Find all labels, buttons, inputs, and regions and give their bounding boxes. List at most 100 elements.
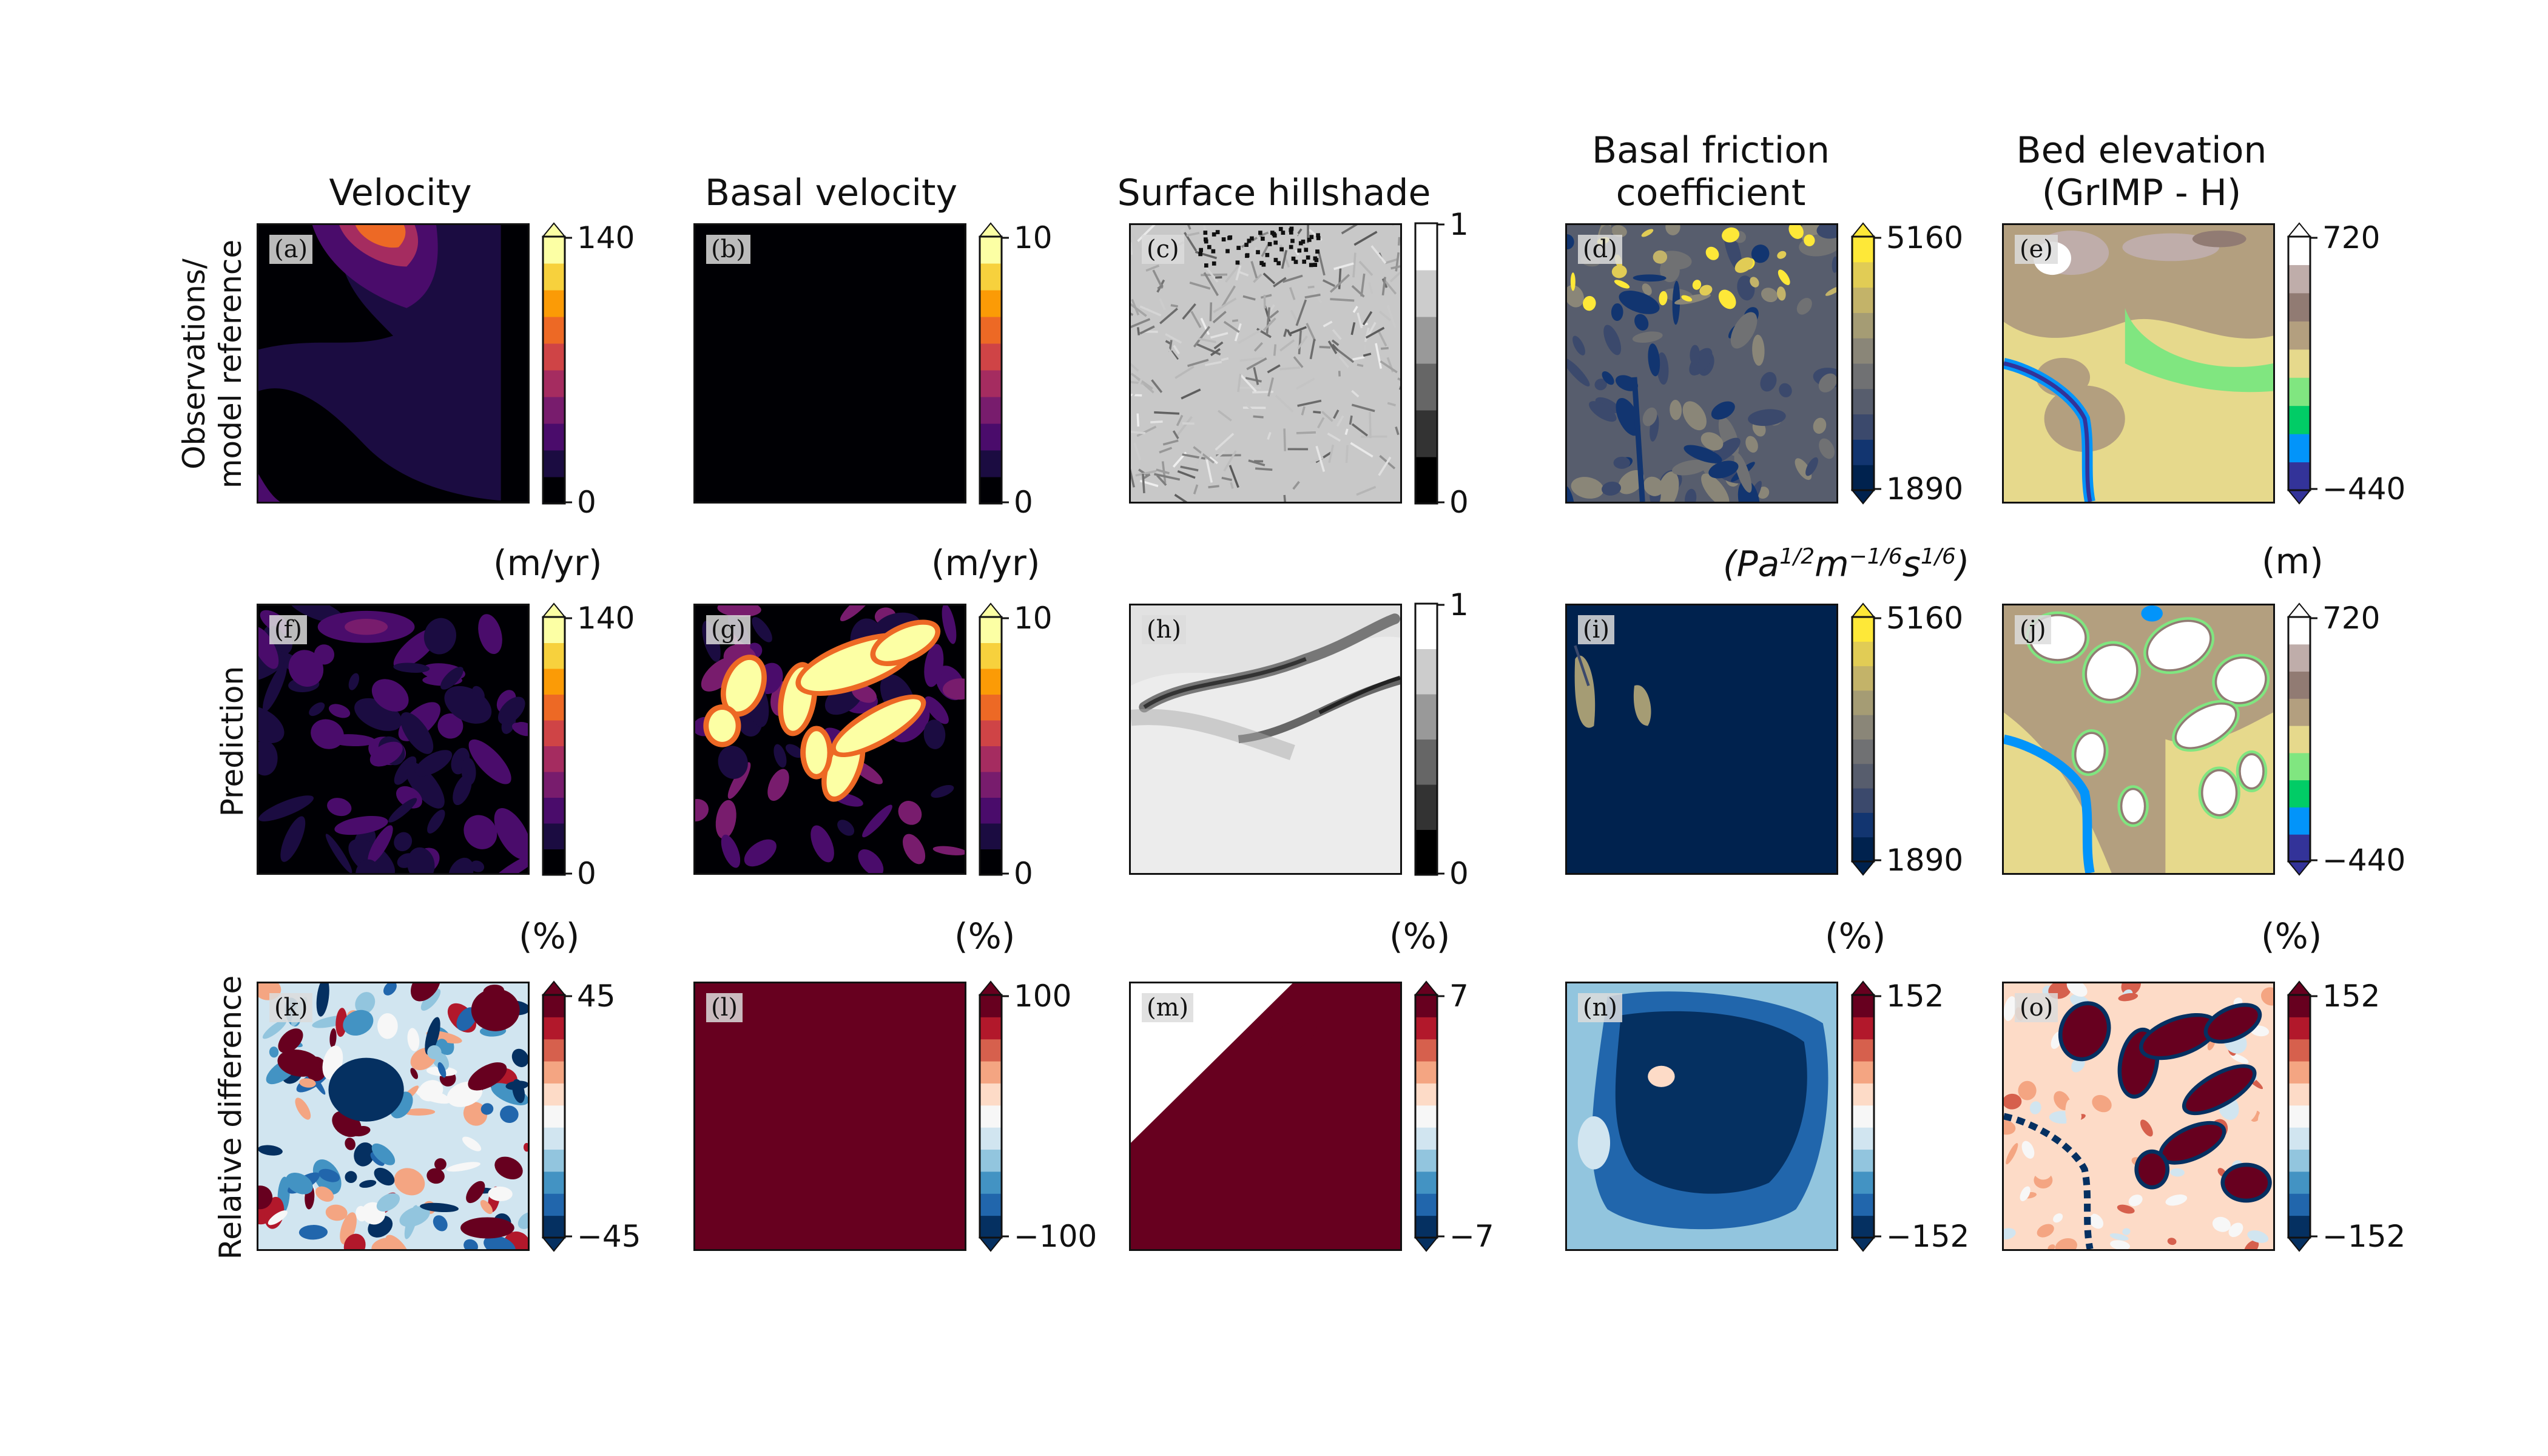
reldiff-bed-speckle	[2037, 1224, 2054, 1238]
panel-heatmap	[258, 605, 528, 873]
pred-basal-patch	[715, 800, 736, 839]
hillshade-stroke	[1328, 444, 1335, 463]
reldiff-velocity-patch	[269, 1046, 279, 1058]
row-label-observations-line1: Observations/	[177, 258, 212, 470]
hillshade-stroke	[1186, 232, 1200, 237]
colorbar: 140 0	[541, 221, 635, 519]
unit-velocity: (m/yr)	[493, 542, 602, 584]
friction-patch	[1571, 477, 1604, 499]
hillshade-stroke	[1286, 329, 1292, 337]
hillshade-crevasse	[1306, 255, 1310, 260]
pred-basal-patch	[840, 605, 873, 621]
hillshade-stroke	[1294, 249, 1299, 256]
hillshade-stroke	[1351, 403, 1375, 413]
panel-label: (g)	[706, 615, 750, 644]
reldiff-bed-channel	[2004, 1113, 2094, 1249]
hillshade-stroke	[1384, 258, 1398, 265]
hillshade-stroke	[1306, 323, 1316, 342]
hillshade-stroke	[1353, 231, 1378, 246]
reldiff-bed-speckle	[2053, 1213, 2063, 1223]
hillshade-crevasse	[1309, 263, 1313, 268]
reldiff-bed-speckle	[2088, 1213, 2104, 1229]
bg	[695, 225, 965, 502]
hillshade-crevasse	[1289, 244, 1293, 249]
hillshade-stroke	[1263, 294, 1266, 309]
reldiff-velocity-patch	[370, 1152, 385, 1166]
colorbar-frame	[2287, 616, 2311, 863]
hillshade-stroke	[1157, 284, 1164, 290]
colorbar-segment	[543, 423, 565, 451]
reldiff-bed-speckle	[2122, 1228, 2131, 1235]
colorbar-segment	[980, 642, 1002, 669]
colorbar-segment	[1852, 287, 1874, 313]
colorbar-frame	[979, 616, 1003, 876]
hillshade-stroke	[1203, 272, 1219, 297]
reldiff-velocity-patch	[420, 988, 441, 1011]
hillshade-stroke	[1218, 410, 1232, 422]
reldiff-velocity-patch	[268, 1210, 288, 1225]
colorbar-min-label: 1890	[1886, 843, 1964, 878]
hillshade-stroke	[1164, 343, 1182, 367]
reldiff-velocity-patch	[488, 1186, 513, 1201]
hillshade-crevasse	[1272, 232, 1276, 237]
reldiff-bed-red	[2208, 1006, 2258, 1040]
colorbar-frame	[1851, 994, 1875, 1239]
reldiff-velocity-patch	[480, 1103, 494, 1115]
colorbar-segment	[980, 1193, 1002, 1216]
reldiff-velocity-patch	[278, 1028, 303, 1053]
hillshade-stroke	[1221, 476, 1232, 481]
hillshade-crevasse	[1289, 230, 1293, 235]
pred-bed-blue-spot	[2141, 605, 2163, 622]
panel-heatmap	[2004, 983, 2273, 1249]
colorbar-extend-max	[1850, 980, 1876, 996]
colorbar-segment	[2288, 726, 2310, 753]
reldiff-bed-speckle	[2208, 983, 2222, 996]
hillshade-stroke	[1242, 295, 1256, 301]
hillshade-stroke	[1380, 346, 1389, 350]
hillshade-stroke	[1221, 357, 1229, 362]
colorbar-svg	[978, 980, 1009, 1252]
panel-field	[1131, 605, 1400, 873]
panel-o: (o)	[2002, 982, 2275, 1251]
reldiff-velocity-patch	[425, 1017, 440, 1055]
reldiff-velocity-patch	[437, 1062, 447, 1078]
colorbar-segment	[980, 1215, 1002, 1238]
colorbar-segment	[2288, 349, 2310, 378]
hillshade-stroke	[1380, 360, 1398, 374]
hillshade-stroke	[1208, 485, 1219, 489]
reldiff-velocity-patch	[511, 1048, 528, 1068]
pred-velocity-patch	[368, 825, 393, 864]
panel-e: (e)	[2002, 223, 2275, 504]
friction-high-patch	[1722, 227, 1740, 243]
reldiff-bed-red	[2138, 1153, 2166, 1185]
hillshade-stroke	[1189, 281, 1211, 290]
panel-heatmap	[1131, 225, 1400, 502]
pred-velocity-patch	[258, 740, 278, 776]
pred-velocity-patch	[453, 774, 472, 806]
reldiff-velocity-patch	[345, 1138, 356, 1150]
reldiff-velocity-patch	[427, 1045, 442, 1060]
hillshade-crevasse	[1207, 244, 1212, 249]
hillshade-stroke	[1210, 348, 1221, 357]
friction-high-patch	[1777, 251, 1787, 259]
reldiff-velocity-patch	[399, 1206, 430, 1227]
pred-velocity-patch	[258, 706, 285, 744]
colorbar-segment	[2288, 321, 2310, 350]
pred-velocity-patch	[472, 686, 485, 702]
colorbar-segment	[1852, 788, 1874, 813]
reldiff-velocity-patch	[480, 1200, 493, 1215]
pred-basal-bright	[726, 659, 762, 712]
hillshade-stroke	[1317, 417, 1325, 429]
hillshade-stroke	[1298, 330, 1302, 355]
friction-high-patch	[1734, 257, 1753, 273]
pred-friction-line	[1574, 645, 1590, 686]
colorbar-frame	[1851, 235, 1875, 491]
panel-label: (m)	[1142, 993, 1194, 1022]
pred-velocity-patch	[311, 719, 344, 749]
hillshade-stroke	[1352, 356, 1365, 361]
colorbar-segment	[1415, 270, 1437, 317]
reldiff-velocity-patch	[437, 1039, 448, 1050]
hillshade-stroke	[1253, 366, 1259, 385]
reldiff-bed-speckle	[2004, 1236, 2014, 1249]
hillshade-stroke	[1301, 406, 1306, 416]
